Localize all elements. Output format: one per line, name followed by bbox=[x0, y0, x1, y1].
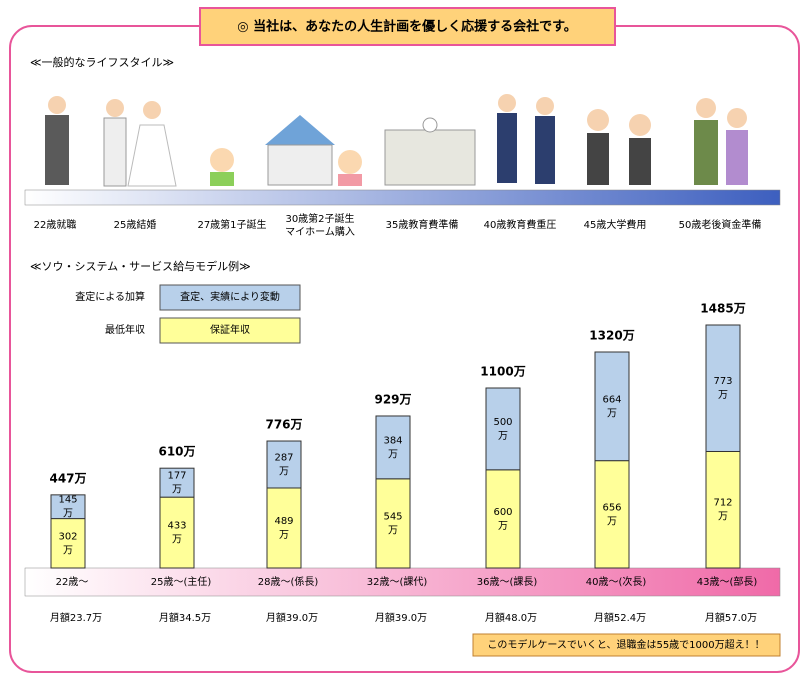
illustrations bbox=[45, 94, 748, 187]
total-label: 776万 bbox=[265, 418, 302, 432]
segment-value: 500 bbox=[493, 417, 512, 428]
segment-value: 489 bbox=[274, 516, 293, 527]
bar-segment bbox=[705, 450, 741, 569]
monthly-label: 月額52.4万 bbox=[594, 611, 646, 624]
bar-segment bbox=[485, 469, 521, 569]
bar-segment bbox=[375, 478, 411, 569]
segment-unit: 万 bbox=[172, 535, 182, 546]
segment-unit: 万 bbox=[63, 545, 73, 556]
segment-unit: 万 bbox=[498, 431, 508, 442]
segment-value: 287 bbox=[274, 453, 293, 464]
segment-unit: 万 bbox=[607, 516, 617, 527]
age-label: 36歳～(課長) bbox=[477, 575, 538, 588]
stage-label: 40歳教育費重圧 bbox=[484, 218, 557, 231]
note: このモデルケースでいくと、退職金は55歳で1000万超え！！ bbox=[487, 638, 764, 651]
segment-unit: 万 bbox=[172, 485, 182, 496]
bar-segment bbox=[50, 518, 86, 569]
segment-value: 600 bbox=[493, 507, 512, 518]
title: ◎ 当社は、あなたの人生計画を優しく応援する会社です。 bbox=[237, 19, 577, 35]
bar-segment bbox=[705, 324, 741, 452]
monthly-label: 月額57.0万 bbox=[705, 611, 757, 624]
monthly-label: 月額34.5万 bbox=[159, 611, 211, 624]
bar-segment bbox=[594, 351, 630, 462]
total-label: 610万 bbox=[158, 445, 195, 459]
bar-segment bbox=[594, 460, 630, 569]
stage-label: 22歳就職 bbox=[34, 218, 77, 231]
legend-swatch bbox=[159, 317, 301, 344]
stage-label: 27歳第1子誕生 bbox=[197, 218, 266, 231]
bar-segment bbox=[159, 496, 195, 569]
timeline-bar bbox=[24, 189, 781, 206]
segment-unit: 万 bbox=[63, 509, 73, 520]
bar-segment bbox=[266, 487, 302, 569]
segment-unit: 万 bbox=[279, 467, 289, 478]
total-label: 1100万 bbox=[480, 365, 525, 379]
segment-value: 664 bbox=[602, 394, 621, 405]
segment-unit: 万 bbox=[388, 525, 398, 536]
total-label: 1320万 bbox=[589, 329, 634, 343]
monthly-label: 月額23.7万 bbox=[50, 611, 102, 624]
title-box bbox=[199, 7, 616, 46]
legend-label: 最低年収 bbox=[105, 323, 145, 336]
segment-value: 302 bbox=[58, 531, 77, 542]
bar-segment bbox=[485, 387, 521, 471]
bar-segment bbox=[375, 415, 411, 480]
segment-unit: 万 bbox=[607, 408, 617, 419]
total-label: 1485万 bbox=[700, 302, 745, 316]
total-label: 929万 bbox=[374, 392, 411, 406]
stage-label: 25歳結婚 bbox=[114, 218, 157, 231]
segment-unit: 万 bbox=[498, 521, 508, 532]
stage-label: マイホーム購入 bbox=[285, 225, 355, 238]
age-label: 43歳～(部長) bbox=[697, 575, 758, 588]
segment-unit: 万 bbox=[718, 390, 728, 401]
segment-value: 773 bbox=[713, 376, 732, 387]
segment-unit: 万 bbox=[718, 512, 728, 523]
segment-unit: 万 bbox=[388, 449, 398, 460]
monthly-label: 月額39.0万 bbox=[375, 611, 427, 624]
age-label: 40歳～(次長) bbox=[586, 575, 647, 588]
monthly-label: 月額39.0万 bbox=[266, 611, 318, 624]
legend-name: 保証年収 bbox=[210, 323, 250, 336]
age-label: 28歳～(係長) bbox=[258, 576, 319, 588]
legend-label: 査定による加算 bbox=[75, 290, 145, 303]
segment-value: 656 bbox=[602, 502, 621, 513]
note-box bbox=[472, 633, 781, 657]
segment-value: 545 bbox=[383, 511, 402, 522]
stage-label: 30歳第2子誕生 bbox=[285, 212, 354, 225]
segment-value: 177 bbox=[167, 471, 186, 482]
age-label: 25歳～(主任) bbox=[151, 575, 212, 588]
segment-value: 145 bbox=[58, 495, 77, 506]
segment-value: 384 bbox=[383, 435, 402, 446]
stage-label: 35歳教育費準備 bbox=[386, 218, 459, 231]
age-band bbox=[24, 567, 781, 597]
age-label: 22歳～ bbox=[56, 576, 89, 588]
lifestyle-heading: ≪一般的なライフスタイル≫ bbox=[30, 55, 174, 69]
stage-label: 50歳老後資金準備 bbox=[679, 218, 762, 231]
segment-value: 433 bbox=[167, 521, 186, 532]
legend-swatch bbox=[159, 284, 301, 311]
bar-segment bbox=[159, 467, 195, 498]
segment-value: 712 bbox=[713, 498, 732, 509]
monthly-label: 月額48.0万 bbox=[485, 611, 537, 624]
age-label: 32歳～(課代) bbox=[367, 575, 428, 588]
legend-name: 査定、実績により変動 bbox=[180, 290, 280, 303]
stage-label: 45歳大学費用 bbox=[584, 218, 647, 231]
bar-segment bbox=[50, 494, 86, 520]
segment-unit: 万 bbox=[279, 530, 289, 541]
chart-title: ≪ソウ・システム・サービス給与モデル例≫ bbox=[30, 259, 251, 273]
bar-segment bbox=[266, 440, 302, 489]
total-label: 447万 bbox=[49, 471, 86, 485]
